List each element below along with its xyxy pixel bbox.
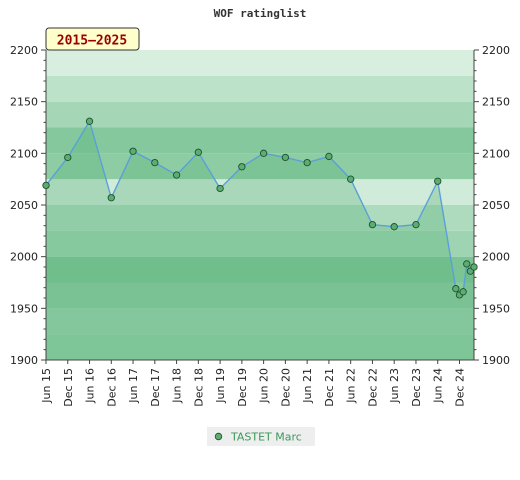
data-point: [412, 220, 420, 229]
data-point: [42, 181, 50, 190]
legend: TASTET Marc: [207, 427, 315, 446]
y-tick-right-label: 2100: [482, 147, 510, 160]
band-2000: [46, 230, 474, 257]
data-point: [85, 117, 94, 125]
x-tick-label: Jun 19: [214, 368, 227, 404]
x-tick-label: Jun 22: [345, 368, 358, 404]
band-2125: [46, 101, 474, 128]
x-tick-label: Jun 23: [388, 368, 401, 404]
y-tick-left-label: 2000: [10, 251, 38, 264]
x-tick-label: Jun 17: [127, 368, 140, 404]
y-tick-right-label: 2050: [482, 199, 510, 212]
data-point: [368, 220, 377, 229]
x-tick-label: Dec 18: [192, 368, 205, 407]
x-tick-label: Jun 21: [301, 368, 314, 404]
chart-title: WOF ratinglist: [214, 7, 307, 20]
band-2075: [46, 153, 474, 180]
x-tick-label: Dec 23: [410, 368, 423, 407]
band-1975: [46, 256, 474, 283]
y-tick-left-label: 2150: [10, 96, 38, 109]
y-tick-left-label: 1950: [10, 302, 38, 315]
y-axis-left-ticks: 1900 1950 2000 2050 2100 2150 2200: [10, 44, 46, 367]
y-tick-right-label: 1900: [482, 354, 510, 367]
x-tick-label: Dec 20: [279, 368, 292, 407]
background-bands: [46, 50, 474, 360]
y-axis-right-ticks: 1900 1950 2000 2050 2100 2150 2200: [474, 44, 510, 367]
legend-label: TASTET Marc: [230, 431, 302, 444]
data-point: [470, 263, 478, 271]
x-tick-label: Dec 22: [366, 368, 379, 407]
period-box: 2015–2025: [45, 27, 140, 51]
data-point: [216, 184, 224, 193]
data-point: [390, 223, 398, 231]
x-tick-label: Dec 17: [149, 368, 162, 407]
data-point: [172, 171, 181, 179]
band-2100: [46, 127, 474, 154]
data-point: [64, 153, 72, 162]
x-tick-label: Dec 16: [105, 368, 118, 407]
band-2175: [46, 50, 474, 76]
x-tick-label: Dec 15: [62, 368, 75, 407]
y-tick-left-label: 2100: [10, 147, 38, 160]
band-2150: [46, 75, 474, 102]
data-point: [459, 288, 467, 296]
data-point: [129, 147, 137, 155]
data-point: [434, 177, 442, 185]
band-1950: [46, 282, 474, 309]
x-tick-label: Jun 24: [432, 368, 445, 404]
x-tick-label: Jun 16: [84, 368, 97, 404]
y-tick-left-label: 1900: [10, 354, 38, 367]
period-label: 2015–2025: [57, 34, 127, 49]
y-tick-right-label: 1950: [482, 302, 510, 315]
y-tick-right-label: 2150: [482, 96, 510, 109]
x-tick-label: Dec 21: [323, 368, 336, 407]
data-point: [238, 163, 246, 171]
data-point: [303, 158, 311, 167]
data-point: [452, 285, 460, 293]
data-point: [325, 152, 333, 161]
band-1925: [46, 308, 474, 335]
x-tick-label: Dec 24: [453, 368, 466, 407]
x-axis-ticks: Jun 15 Dec 15 Jun 16 Dec 16 Jun 17 Dec 17 Jun …: [40, 360, 466, 407]
data-point: [194, 148, 202, 156]
rating-area: [46, 121, 474, 360]
x-tick-label: Jun 15: [40, 368, 53, 404]
data-point: [463, 260, 471, 268]
period-box-background: [45, 27, 140, 51]
y-tick-left-label: 2050: [10, 199, 38, 212]
data-point: [259, 149, 268, 157]
y-tick-right-label: 2200: [482, 44, 510, 57]
data-points: [42, 117, 478, 299]
x-tick-label: Dec 19: [236, 368, 249, 407]
legend-background: [207, 427, 315, 446]
data-point: [281, 153, 290, 162]
data-point: [151, 158, 159, 167]
band-1900: [46, 334, 474, 360]
x-tick-label: Jun 18: [171, 368, 184, 404]
y-tick-right-label: 2000: [482, 251, 510, 264]
x-tick-label: Jun 20: [258, 368, 271, 404]
data-point: [347, 175, 355, 183]
legend-marker: [214, 432, 223, 441]
y-tick-left-label: 2200: [10, 44, 38, 57]
data-point: [107, 194, 115, 202]
